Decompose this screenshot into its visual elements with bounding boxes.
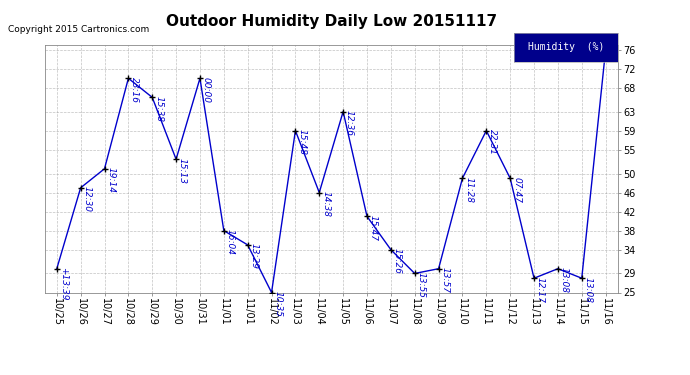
Text: 15:47: 15:47 xyxy=(369,215,378,241)
Text: 13:55: 13:55 xyxy=(417,272,426,298)
Text: 07:47: 07:47 xyxy=(512,177,521,203)
Text: 12:30: 12:30 xyxy=(83,186,92,212)
Text: 15:38: 15:38 xyxy=(154,96,163,122)
Text: 10:35: 10:35 xyxy=(273,291,282,317)
Text: 15:26: 15:26 xyxy=(393,248,402,274)
Text: 13:08: 13:08 xyxy=(584,277,593,303)
Title: Outdoor Humidity Daily Low 20151117: Outdoor Humidity Daily Low 20151117 xyxy=(166,13,497,28)
Text: 00:00: 00:00 xyxy=(202,77,211,103)
Text: 23:16: 23:16 xyxy=(130,77,139,103)
Text: 13:29: 13:29 xyxy=(250,243,259,270)
Text: 12:17: 12:17 xyxy=(536,277,545,303)
Text: 14:38: 14:38 xyxy=(321,191,331,217)
Text: 12:36: 12:36 xyxy=(345,110,354,136)
Text: 19:14: 19:14 xyxy=(106,167,115,194)
Text: 22:31: 22:31 xyxy=(489,129,497,155)
Text: Copyright 2015 Cartronics.com: Copyright 2015 Cartronics.com xyxy=(8,25,149,34)
Text: 11:28: 11:28 xyxy=(464,177,473,203)
Text: 15:13: 15:13 xyxy=(178,158,187,184)
Text: +13:39: +13:39 xyxy=(59,267,68,301)
Text: 15:48: 15:48 xyxy=(297,129,306,155)
Text: 13:57: 13:57 xyxy=(440,267,449,293)
Text: 13:08: 13:08 xyxy=(560,267,569,293)
Text: 16:04: 16:04 xyxy=(226,229,235,255)
